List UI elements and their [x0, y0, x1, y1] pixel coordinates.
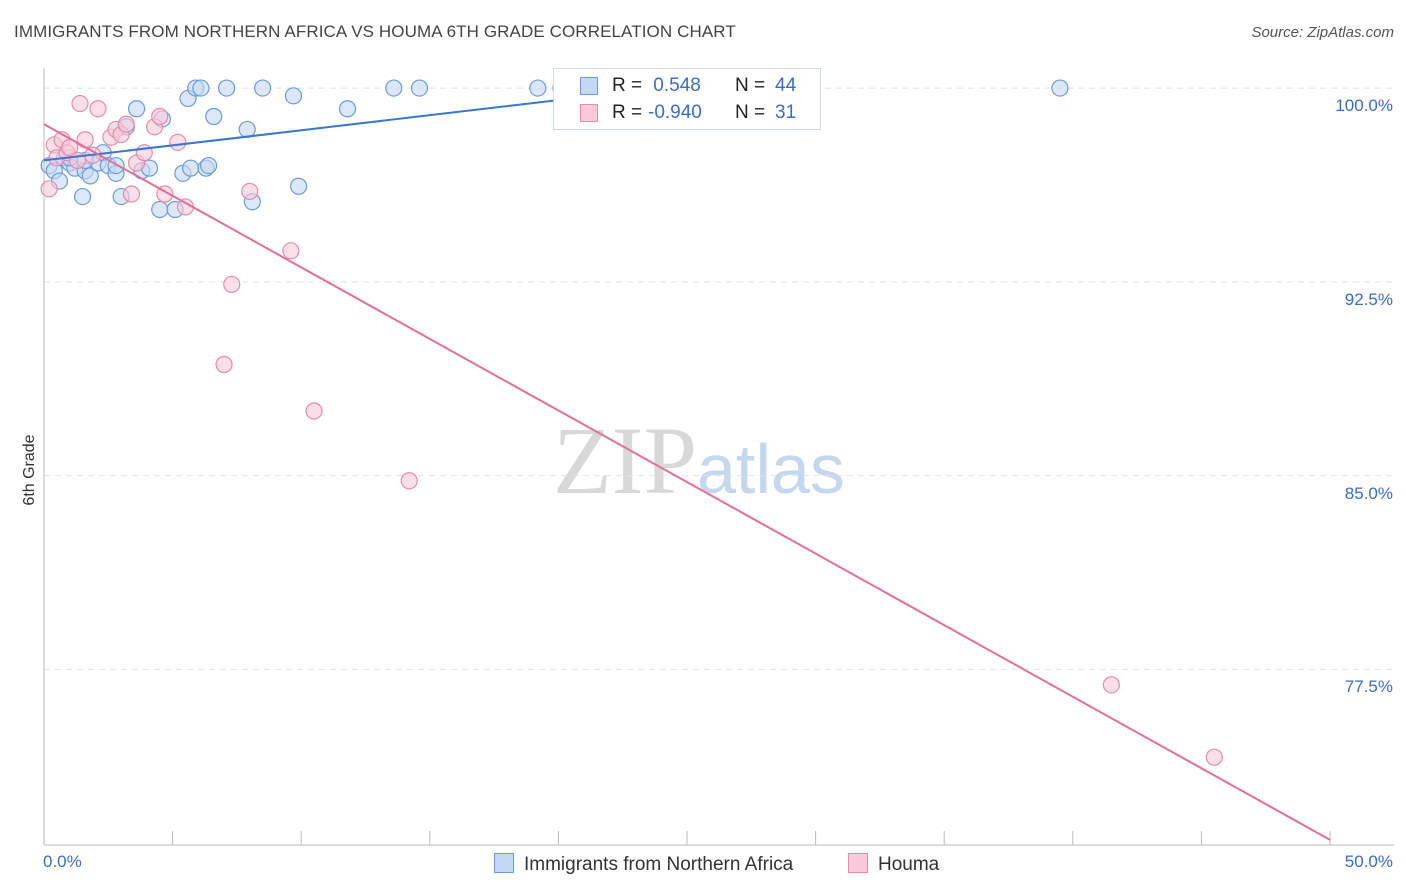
- y-tick-label: 100.0%: [1335, 96, 1393, 116]
- correlation-legend: R = 0.548 N = 44 R = -0.940 N = 31: [553, 68, 821, 130]
- point-houma: [71, 94, 89, 113]
- point-immigrants: [338, 100, 357, 118]
- x-tick-label-min: 0.0%: [43, 852, 82, 871]
- point-immigrants: [254, 79, 272, 97]
- trend-lines: [43, 87, 1331, 841]
- axes: [43, 68, 1394, 846]
- y-tick-label: 92.5%: [1344, 289, 1393, 309]
- legend-swatch-pink: [580, 104, 598, 122]
- legend-r-value: 0.548: [648, 75, 701, 96]
- point-immigrants: [107, 156, 125, 175]
- series-swatch-pink: [848, 853, 868, 873]
- series-legend-item-houma: Houma: [848, 853, 939, 876]
- legend-r-label: R =: [612, 102, 643, 123]
- watermark-zip: ZIP: [553, 407, 697, 514]
- y-axis-label: 6th Grade: [21, 434, 38, 506]
- legend-swatch-blue: [580, 77, 598, 95]
- point-houma: [215, 355, 233, 374]
- point-houma: [1102, 676, 1120, 694]
- source-label: Source: ZipAtlas.com: [1251, 24, 1394, 41]
- series-swatch-blue: [494, 853, 514, 873]
- point-houma: [223, 275, 241, 294]
- point-immigrants: [1051, 79, 1069, 97]
- point-immigrants: [127, 100, 146, 118]
- point-houma: [89, 100, 107, 118]
- y-tick-label: 85.0%: [1344, 483, 1393, 503]
- legend-r-label: R =: [612, 75, 643, 96]
- point-immigrants: [151, 200, 169, 219]
- point-immigrants: [410, 79, 429, 97]
- point-immigrants: [200, 156, 218, 175]
- scatter-points: [40, 79, 1223, 766]
- gridlines: [44, 87, 1394, 670]
- point-immigrants: [205, 107, 223, 126]
- point-houma: [117, 115, 135, 133]
- point-houma: [305, 402, 323, 420]
- point-immigrants: [218, 79, 236, 97]
- legend-n-label: N =: [735, 75, 766, 96]
- series-legend-label: Houma: [878, 854, 940, 875]
- point-houma: [68, 151, 87, 170]
- legend-n-value: 31: [775, 102, 797, 123]
- point-immigrants: [81, 167, 99, 185]
- series-legend-item-immigrants: Immigrants from Northern Africa: [494, 853, 793, 876]
- point-houma: [40, 180, 58, 198]
- point-houma: [76, 131, 94, 149]
- legend-r-value: -0.940: [648, 102, 702, 123]
- point-immigrants: [385, 79, 403, 97]
- point-immigrants: [290, 177, 308, 195]
- point-houma: [241, 182, 259, 201]
- point-immigrants: [284, 87, 303, 105]
- trend-line-houma: [43, 123, 1331, 841]
- point-houma: [1205, 748, 1223, 766]
- point-houma: [169, 133, 187, 151]
- watermark-atlas: atlas: [697, 430, 845, 508]
- legend-n-value: 44: [775, 75, 797, 96]
- point-houma: [151, 107, 169, 126]
- point-immigrants: [73, 187, 92, 206]
- series-legend: Immigrants from Northern Africa Houma: [0, 853, 1406, 877]
- legend-n-label: N =: [735, 102, 766, 123]
- y-tick-label: 77.5%: [1344, 677, 1393, 697]
- point-immigrants: [192, 79, 210, 97]
- watermark: ZIPatlas: [553, 405, 845, 516]
- point-immigrants: [182, 159, 200, 177]
- series-legend-label: Immigrants from Northern Africa: [524, 854, 794, 875]
- point-houma: [282, 242, 300, 260]
- point-houma: [400, 472, 418, 490]
- point-immigrants: [529, 79, 547, 97]
- chart-title: IMMIGRANTS FROM NORTHERN AFRICA VS HOUMA…: [14, 22, 736, 41]
- point-houma: [122, 185, 141, 203]
- x-tick-label-max: 50.0%: [1344, 852, 1393, 871]
